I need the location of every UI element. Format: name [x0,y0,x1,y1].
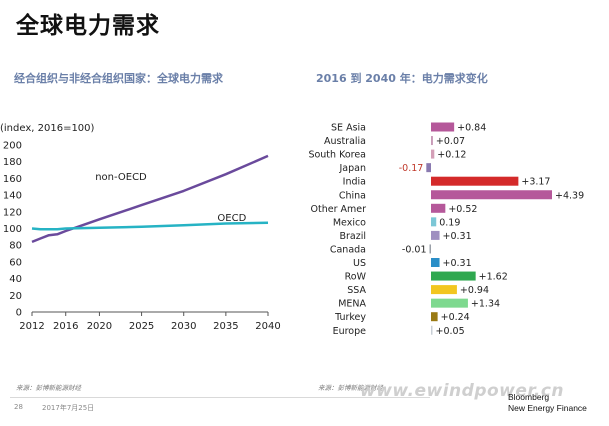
bar [431,258,440,267]
bar-value-label: +0.94 [460,285,489,296]
x-tick-label: 2025 [129,321,154,332]
series-line-non-oecd [31,154,269,244]
x-tick-label: 2030 [171,321,196,332]
bar-category-label: Europe [333,326,367,337]
bar-category-label: Japan [339,163,367,174]
page-title: 全球电力需求 [16,13,160,39]
bar [431,122,455,132]
y-tick-label: 200 [3,141,22,152]
bar-value-label: +0.31 [443,258,472,269]
bar-category-label: Turkey [334,312,366,323]
x-tick-label: 2016 [53,321,78,332]
bar [431,230,440,240]
bar-value-label: +3.17 [521,177,550,188]
y-tick-label: 20 [9,291,22,302]
bar-category-label: US [353,258,366,269]
bar [431,190,552,200]
bar-category-label: Mexico [333,217,366,228]
bar-value-label: +0.07 [436,136,465,147]
bar-category-label: MENA [338,299,366,310]
bar [431,298,468,308]
bar-value-label: +0.05 [436,326,465,337]
bar [431,176,519,186]
footer-divider [10,397,430,398]
bar-category-label: Australia [324,136,366,147]
bar [431,271,476,281]
bar-value-label: +1.34 [471,299,500,310]
y-tick-label: 0 [16,308,22,319]
brand-logo: Bloomberg New Energy Finance [508,392,587,414]
bar [429,244,431,254]
bar-value-label: +0.52 [448,204,477,215]
x-tick-label: 2012 [19,321,44,332]
page-number: 28 [14,403,23,411]
watermark: www.ewindpower.cn [360,381,564,401]
source-note-right: 来源：彭博新能源财经 [318,384,383,392]
bar-value-label: -0.01 [402,244,427,255]
brand-line-2: New Energy Finance [508,403,587,413]
bar-category-label: South Korea [308,150,366,161]
bar [431,285,457,295]
y-axis-label: (index, 2016=100) [0,123,95,134]
bar-category-label: Canada [330,244,366,255]
x-tick-label: 2035 [213,321,238,332]
bar [431,312,438,322]
line-chart-subtitle: 经合组织与非经合组织国家：全球电力需求 [14,72,223,85]
bar [431,149,435,159]
y-tick-label: 80 [9,241,22,252]
footer-date: 2017年7月25日 [42,404,95,412]
series-label-oecd: OECD [217,213,246,224]
x-tick-label: 2040 [255,321,280,332]
bar [431,217,437,227]
bar-category-label: SSA [347,285,366,296]
bar-category-label: SE Asia [331,123,366,134]
y-tick-label: 100 [3,224,22,235]
y-tick-label: 140 [3,191,22,202]
y-tick-label: 60 [9,257,22,268]
bar-value-label: -0.17 [399,163,424,174]
source-note-left: 来源：彭博新能源财经 [16,384,81,392]
brand-line-1: Bloomberg [508,392,550,402]
x-tick-label: 2020 [87,321,112,332]
bar-category-label: Other Amer [311,204,367,215]
bar-category-label: China [339,190,366,201]
y-tick-label: 120 [3,207,22,218]
bar [431,136,433,146]
y-tick-label: 180 [3,157,22,168]
bar-value-label: +4.39 [555,190,584,201]
bar [431,203,446,213]
bar-category-label: RoW [345,272,367,283]
bar [426,163,431,173]
series-line-oecd [31,221,269,231]
y-tick-label: 40 [9,274,22,285]
bar-category-label: India [343,177,366,188]
bar-chart-subtitle: 2016 到 2040 年：电力需求变化 [316,72,488,85]
bar [431,325,433,335]
bar-value-label: +0.31 [443,231,472,242]
bar-value-label: +0.12 [437,150,466,161]
bar-category-label: Brazil [339,231,366,242]
bar-value-label: +1.62 [479,272,508,283]
series-label-non-oecd: non-OECD [95,172,147,183]
y-tick-label: 160 [3,174,22,185]
bar-value-label: +0.84 [457,123,486,134]
bar-value-label: 0.19 [439,217,460,228]
bar-value-label: +0.24 [441,312,470,323]
